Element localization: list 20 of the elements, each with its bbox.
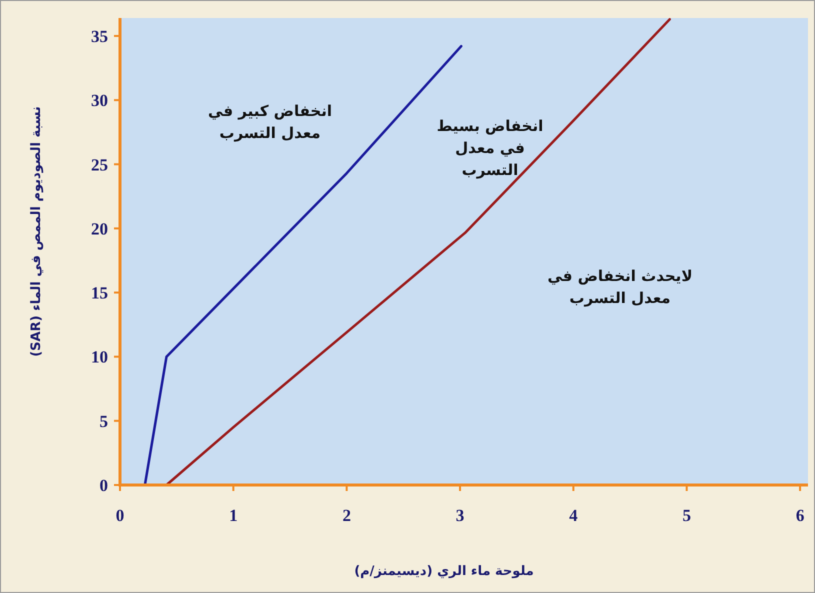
- x-tick-label: 1: [229, 506, 238, 525]
- x-tick-label: 3: [456, 506, 464, 525]
- annotation: انخفاض بسيط في معدل التسرب: [436, 116, 544, 181]
- x-tick-label: 2: [342, 506, 351, 525]
- y-tick-label: 0: [100, 476, 108, 495]
- y-axis-title: نسبة الصوديوم الممص في الماء (SAR): [29, 106, 44, 357]
- annotation: لايحدث انخفاض في معدل التسرب: [546, 266, 694, 309]
- y-tick-label: 15: [91, 284, 108, 303]
- y-tick-label: 20: [91, 219, 108, 238]
- x-tick-label: 0: [116, 506, 124, 525]
- x-axis-title: ملوحة ماء الري (ديسيمنز/م): [354, 564, 534, 579]
- y-tick-label: 35: [91, 26, 108, 46]
- x-tick-label: 6: [796, 506, 804, 525]
- y-tick-label: 30: [91, 91, 108, 110]
- x-tick-label: 4: [569, 506, 578, 525]
- annotation: انخفاض كبير في معدل التسرب: [207, 101, 333, 144]
- y-tick-label: 25: [91, 155, 108, 174]
- x-tick-label: 5: [682, 506, 691, 525]
- y-tick-label: 10: [91, 348, 108, 367]
- y-tick-label: 5: [100, 412, 108, 431]
